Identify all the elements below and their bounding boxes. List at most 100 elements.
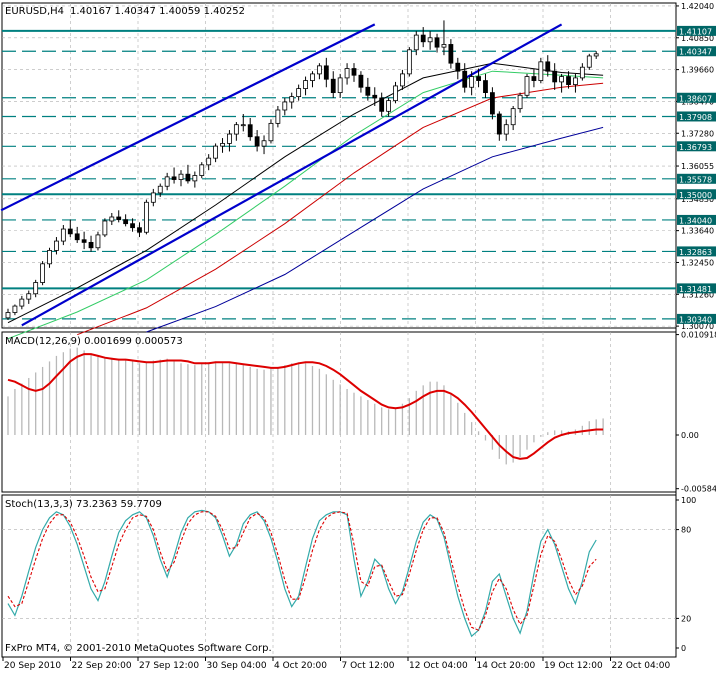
- level-price-box: [677, 92, 716, 103]
- candle-body: [462, 70, 468, 88]
- ma-line-green: [7, 70, 604, 340]
- x-tick-label: 14 Oct 20:00: [477, 661, 536, 671]
- candle-body: [60, 228, 66, 242]
- level-price-label: 1.35578: [679, 175, 712, 184]
- stoch-signal-line: [7, 511, 597, 631]
- candle-body: [337, 77, 343, 94]
- candle-body: [559, 76, 564, 83]
- stoch-tick-label: 100: [681, 496, 696, 505]
- candle-body: [310, 73, 315, 81]
- price-tick-label: 1.39660: [681, 66, 714, 75]
- macd-label: MACD(12,26,9) 0.001699 0.000573: [5, 336, 183, 347]
- text-labels: EURUSD,H4 1.40167 1.40347 1.40059 1.4025…: [5, 6, 272, 654]
- candle-body: [47, 250, 52, 265]
- candle-body: [351, 68, 357, 76]
- candle-body: [566, 76, 571, 85]
- candle-body: [386, 100, 392, 112]
- macd-tick-label: 0.00: [681, 431, 699, 440]
- candle-body: [303, 80, 308, 89]
- level-price-label: 1.34040: [679, 216, 712, 225]
- candle-body: [531, 76, 537, 81]
- chart-header-symbol: EURUSD,H4: [5, 6, 64, 17]
- candle-body: [372, 94, 378, 99]
- candle-body: [275, 109, 281, 124]
- level-price-box: [677, 283, 716, 294]
- price-tick-label: 1.31260: [681, 290, 714, 299]
- level-price-box: [677, 25, 716, 36]
- candle-body: [420, 34, 426, 43]
- level-price-label: 1.31481: [679, 285, 712, 294]
- candle-body: [330, 78, 336, 94]
- candle-body: [323, 65, 329, 80]
- channel-line-upper: [0, 23, 376, 212]
- candle-body: [289, 96, 295, 103]
- candle-body: [517, 94, 523, 110]
- stoch-main-line: [7, 509, 597, 638]
- ma-line-black: [7, 62, 604, 324]
- macd-tick-label: -0.00584: [681, 485, 716, 494]
- candle-body: [545, 61, 551, 72]
- candle-body: [586, 55, 592, 68]
- candle-body: [503, 124, 509, 135]
- price-tick-label: 1.33640: [681, 227, 714, 236]
- candle-body: [434, 37, 440, 48]
- candle-body: [54, 240, 59, 251]
- macd-panel: [7, 347, 604, 465]
- price-tick-label: 1.36055: [681, 162, 714, 171]
- candle-body: [67, 228, 73, 235]
- candle-body: [593, 53, 599, 57]
- candle-body: [489, 92, 495, 115]
- candle-body: [469, 76, 475, 88]
- candle-body: [95, 234, 101, 249]
- candle-body: [150, 192, 156, 203]
- candle-body: [109, 216, 115, 222]
- grid: [2, 3, 676, 657]
- candle-body: [213, 145, 219, 159]
- level-price-box: [677, 141, 716, 152]
- candle-body: [227, 133, 232, 144]
- x-tick-label: 30 Sep 04:00: [207, 661, 267, 671]
- horizontal-levels: [2, 29, 676, 320]
- candle-body: [379, 97, 385, 112]
- candle-body: [510, 108, 516, 126]
- candle-body: [116, 216, 122, 221]
- candle-body: [199, 164, 205, 176]
- candle-body: [476, 76, 481, 81]
- level-price-box: [677, 46, 716, 57]
- candle-body: [282, 101, 288, 111]
- x-tick-label: 27 Sep 12:00: [139, 661, 199, 671]
- candle-body: [261, 140, 267, 147]
- stochastic-panel: [2, 509, 676, 638]
- candle-body: [164, 176, 170, 187]
- x-tick-label: 19 Oct 12:00: [544, 661, 603, 671]
- x-tick-label: 7 Oct 12:00: [342, 661, 395, 671]
- stoch-panel-frame: [1, 494, 677, 658]
- x-tick-label: 4 Oct 20:00: [274, 661, 327, 671]
- candle-body: [496, 113, 502, 135]
- x-tick-label: 12 Oct 04:00: [409, 661, 468, 671]
- candle-body: [178, 173, 184, 180]
- candle-body: [365, 86, 371, 96]
- candle-body: [316, 65, 322, 75]
- candle-body: [5, 312, 11, 319]
- candle-body: [552, 70, 558, 83]
- stoch-tick-label: 80: [681, 526, 691, 535]
- panel-frames: [1, 2, 677, 658]
- level-price-box: [677, 313, 716, 324]
- level-price-label: 1.30340: [679, 315, 712, 324]
- candle-body: [400, 73, 405, 87]
- candle-body: [26, 293, 32, 300]
- ma-line-red: [77, 82, 604, 336]
- level-price-box: [677, 246, 716, 257]
- candle-body: [143, 201, 149, 233]
- candle-body: [220, 143, 225, 147]
- price-tick-label: 1.34830: [681, 195, 714, 204]
- stoch-tick-label: 0: [681, 644, 686, 653]
- copyright-text: FxPro MT4, © 2001-2010 MetaQuotes Softwa…: [5, 643, 272, 654]
- level-price-label: 1.38607: [679, 94, 712, 103]
- candle-body: [579, 66, 585, 79]
- candle-body: [524, 76, 530, 96]
- candle-body: [413, 34, 419, 51]
